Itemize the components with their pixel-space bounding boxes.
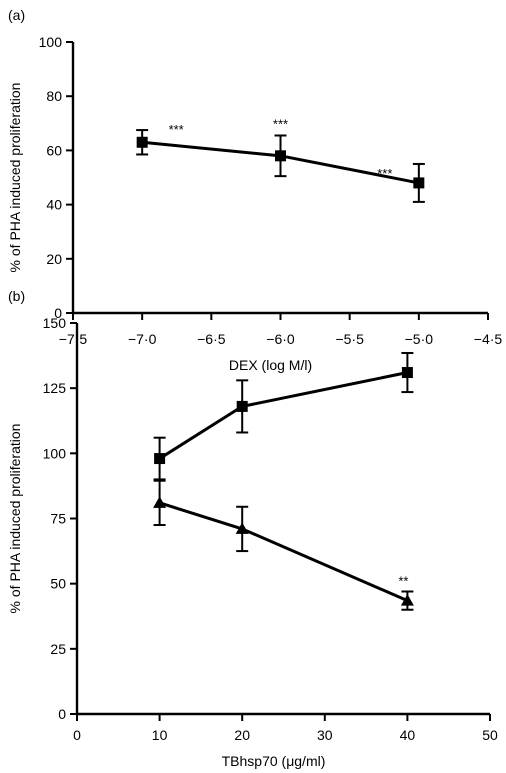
y-tick-label: 100 bbox=[43, 445, 67, 461]
data-point-triangle bbox=[153, 496, 167, 508]
y-tick-label: 0 bbox=[54, 305, 62, 321]
x-tick-label: 30 bbox=[317, 727, 333, 743]
x-tick-label: −6·5 bbox=[197, 331, 226, 347]
significance-label: *** bbox=[169, 122, 184, 137]
x-tick-label: −7·0 bbox=[128, 331, 157, 347]
panel-label: (b) bbox=[8, 288, 25, 304]
y-axis-label: % of PHA induced proliferation bbox=[7, 424, 23, 614]
data-point-square bbox=[136, 136, 148, 148]
y-tick-label: 150 bbox=[43, 315, 67, 331]
series-1 bbox=[153, 351, 414, 481]
data-point-square bbox=[154, 453, 166, 465]
x-axis-label: DEX (log M/l) bbox=[229, 357, 312, 373]
y-tick-label: 125 bbox=[43, 380, 67, 396]
x-tick-label: −6·0 bbox=[266, 331, 295, 347]
y-tick-label: 80 bbox=[46, 88, 62, 104]
y-axis-label: % of PHA induced proliferation bbox=[7, 83, 23, 273]
significance-label: ** bbox=[398, 573, 408, 588]
series-line bbox=[159, 501, 408, 602]
significance-label: *** bbox=[377, 166, 392, 181]
y-tick-label: 100 bbox=[39, 34, 63, 50]
y-tick-label: 75 bbox=[50, 511, 66, 527]
y-tick-label: 50 bbox=[50, 576, 66, 592]
y-tick-label: 60 bbox=[46, 142, 62, 158]
data-point-square bbox=[401, 367, 413, 379]
series-2: ** bbox=[153, 479, 414, 611]
data-point-square bbox=[413, 177, 425, 189]
x-tick-label: −5·5 bbox=[335, 331, 364, 347]
data-point-triangle bbox=[235, 522, 249, 534]
y-tick-label: 0 bbox=[58, 706, 66, 722]
data-point-square bbox=[236, 400, 248, 412]
panel-label: (a) bbox=[8, 7, 25, 23]
x-tick-label: 40 bbox=[400, 727, 416, 743]
series-1: *** *** *** bbox=[136, 116, 425, 203]
x-tick-label: 0 bbox=[73, 727, 81, 743]
x-tick-label: −4·5 bbox=[474, 331, 503, 347]
y-tick-label: 25 bbox=[50, 641, 66, 657]
chart-panel-1: (a) 0 20 40 60 80 100 −7·5 −7·0 −6·5 −6·0 −5·5 −5·0 −… bbox=[7, 7, 502, 373]
significance-label: *** bbox=[273, 116, 288, 131]
x-axis-label: TBhsp70 (μg/ml) bbox=[222, 753, 326, 769]
x-tick-label: −5·0 bbox=[405, 331, 434, 347]
series-line bbox=[158, 371, 408, 460]
x-tick-label: 20 bbox=[234, 727, 250, 743]
x-tick-label: −7·5 bbox=[59, 331, 88, 347]
y-tick-label: 40 bbox=[46, 197, 62, 213]
x-tick-label: 10 bbox=[152, 727, 168, 743]
data-point-square bbox=[275, 150, 286, 162]
y-tick-label: 20 bbox=[46, 251, 62, 267]
data-point-triangle bbox=[400, 594, 414, 606]
x-tick-label: 50 bbox=[482, 727, 498, 743]
